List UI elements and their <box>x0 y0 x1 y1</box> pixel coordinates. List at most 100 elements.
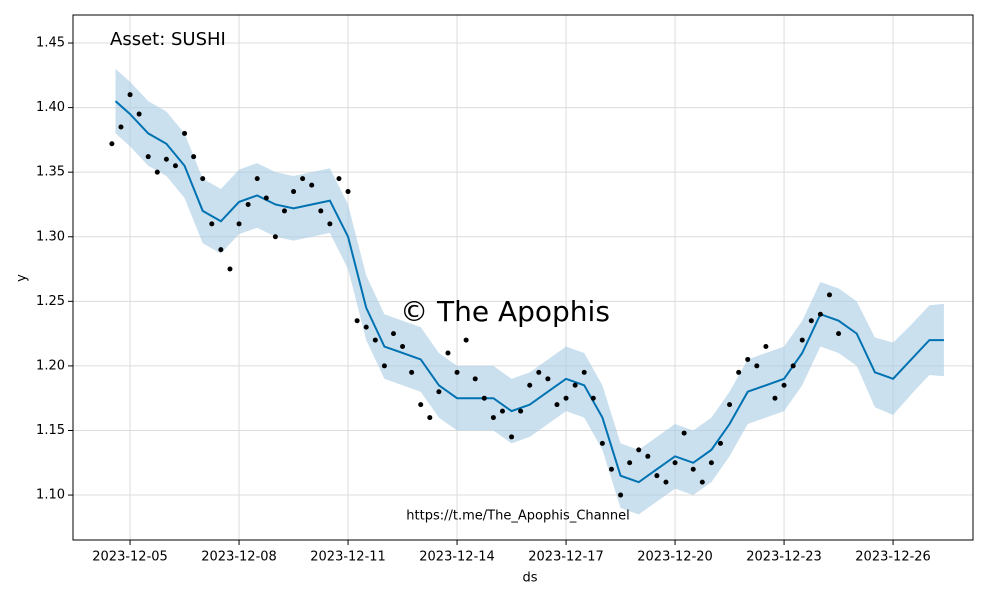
forecast-line <box>114 100 944 484</box>
observed-point <box>145 154 151 160</box>
observed-point <box>300 176 306 182</box>
url-annotation: https://t.me/The_Apophis_Channel <box>406 509 629 524</box>
observed-point <box>309 182 315 188</box>
observed-point <box>381 363 387 369</box>
observed-point <box>781 382 787 388</box>
observed-point <box>182 130 188 136</box>
observed-point <box>418 402 424 408</box>
x-tick-label: 2023-12-11 <box>310 550 386 565</box>
observed-point <box>581 369 587 375</box>
observed-point <box>608 466 614 472</box>
observed-point <box>200 176 206 182</box>
observed-point <box>327 221 333 227</box>
observed-point <box>463 337 469 343</box>
x-tick-label: 2023-12-23 <box>746 550 822 565</box>
observed-point <box>836 331 842 337</box>
observed-point <box>109 141 115 147</box>
observed-point <box>499 408 505 414</box>
observed-point <box>336 176 342 182</box>
y-tick-label: 1.25 <box>36 294 65 309</box>
x-tick-label: 2023-12-05 <box>92 550 168 565</box>
x-axis-label: ds <box>522 571 537 586</box>
observed-point <box>400 344 406 350</box>
observed-point <box>227 266 233 272</box>
x-tick-label: 2023-12-20 <box>637 550 713 565</box>
observed-point <box>154 169 160 175</box>
observed-point <box>618 492 624 498</box>
observed-point <box>163 156 169 162</box>
observed-point <box>191 154 197 160</box>
observed-point <box>291 189 297 195</box>
plot-frame <box>72 14 974 541</box>
observed-point <box>354 318 360 324</box>
observed-point <box>717 440 723 446</box>
observed-point <box>263 195 269 201</box>
uncertainty-band <box>115 68 944 515</box>
observed-point <box>645 453 651 459</box>
observed-point <box>599 440 605 446</box>
y-tick-label: 1.40 <box>36 100 65 115</box>
observed-point <box>554 402 560 408</box>
observed-point <box>363 324 369 330</box>
observed-point <box>318 208 324 214</box>
observed-point <box>745 356 751 362</box>
observed-point <box>490 415 496 421</box>
observed-point <box>254 176 260 182</box>
observed-point <box>663 479 669 485</box>
observed-point <box>572 382 578 388</box>
observed-point <box>136 111 142 117</box>
observed-point <box>545 376 551 382</box>
observed-point <box>654 473 660 479</box>
observed-point <box>627 460 633 466</box>
y-tick-label: 1.45 <box>36 36 65 51</box>
observed-point <box>272 234 278 240</box>
x-tick-label: 2023-12-17 <box>528 550 604 565</box>
observed-point <box>472 376 478 382</box>
observed-point <box>636 447 642 453</box>
observed-point <box>563 395 569 401</box>
observed-point <box>436 389 442 395</box>
observed-point <box>118 124 124 130</box>
observed-point <box>763 344 769 350</box>
observed-point <box>690 466 696 472</box>
observed-point <box>236 221 242 227</box>
observed-point <box>509 434 515 440</box>
observed-point <box>699 479 705 485</box>
y-tick-label: 1.35 <box>36 165 65 180</box>
observed-point <box>727 402 733 408</box>
chart-title: Asset: SUSHI <box>110 29 226 50</box>
observed-point <box>245 201 251 207</box>
observed-point <box>390 331 396 337</box>
observed-point <box>127 92 133 98</box>
observed-point <box>790 363 796 369</box>
observed-point <box>736 369 742 375</box>
observed-point <box>527 382 533 388</box>
observed-point <box>799 337 805 343</box>
observed-point <box>218 247 224 253</box>
observed-point <box>281 208 287 214</box>
x-tick-label: 2023-12-08 <box>201 550 277 565</box>
y-axis-label: y <box>15 274 30 282</box>
observed-point <box>172 163 178 169</box>
observed-point <box>427 415 433 421</box>
watermark: © The Apophis <box>400 295 610 328</box>
observed-point <box>518 408 524 414</box>
observed-point <box>209 221 215 227</box>
x-tick-label: 2023-12-26 <box>855 550 931 565</box>
observed-point <box>536 369 542 375</box>
observed-point <box>681 430 687 436</box>
observed-point <box>409 369 415 375</box>
observed-point <box>372 337 378 343</box>
observed-point <box>808 318 814 324</box>
observed-point <box>708 460 714 466</box>
observed-point <box>772 395 778 401</box>
observed-point <box>826 292 832 298</box>
observed-point <box>454 369 460 375</box>
observed-point <box>817 311 823 317</box>
y-tick-label: 1.15 <box>36 423 65 438</box>
observed-point <box>445 350 451 356</box>
observed-point <box>590 395 596 401</box>
y-tick-label: 1.10 <box>36 488 65 503</box>
observed-point <box>481 395 487 401</box>
